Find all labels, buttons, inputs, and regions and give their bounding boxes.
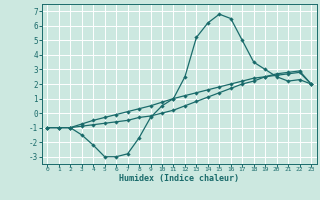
X-axis label: Humidex (Indice chaleur): Humidex (Indice chaleur) [119,174,239,183]
